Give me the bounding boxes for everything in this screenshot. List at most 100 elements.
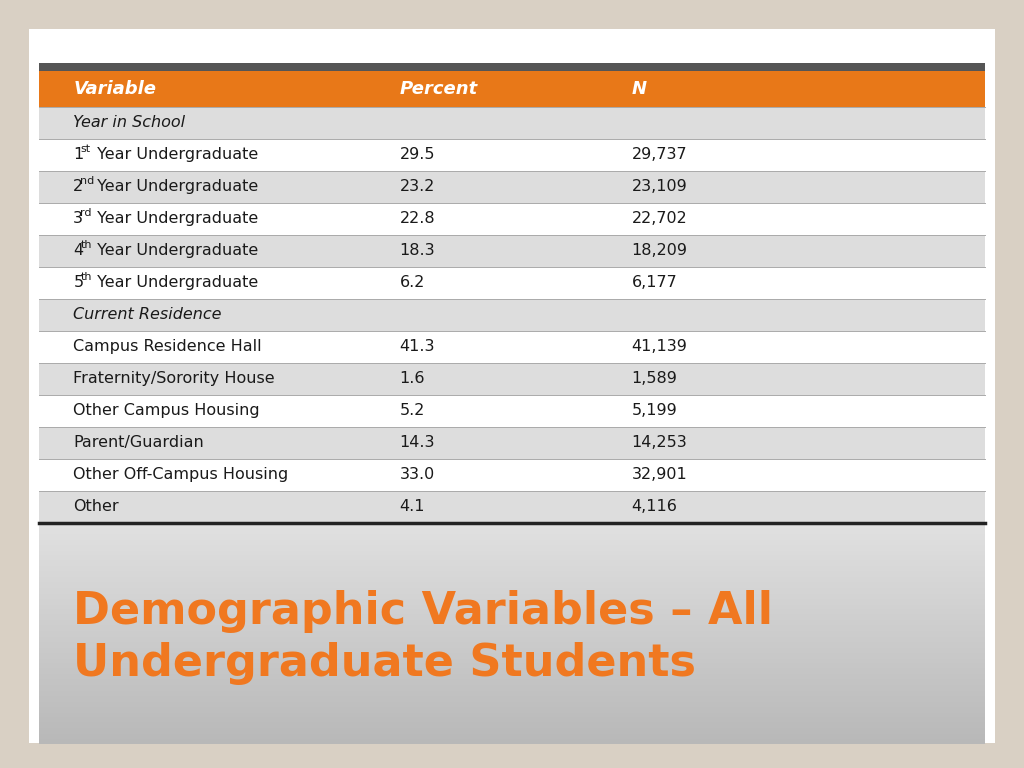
Bar	[39, 629, 985, 631]
Bar	[39, 733, 985, 734]
Text: Other: Other	[74, 499, 119, 515]
Text: Other Off-Campus Housing: Other Off-Campus Housing	[74, 468, 289, 482]
Bar	[39, 528, 985, 531]
Bar	[39, 643, 985, 645]
Bar	[39, 559, 985, 561]
Bar	[39, 693, 985, 695]
Bar	[39, 654, 985, 656]
Bar	[39, 728, 985, 730]
Bar	[39, 582, 985, 584]
Bar	[39, 624, 985, 627]
Bar	[39, 576, 985, 578]
Text: Fraternity/Sorority House: Fraternity/Sorority House	[74, 372, 274, 386]
Text: th: th	[81, 240, 92, 250]
Bar	[39, 573, 985, 574]
Bar	[39, 690, 985, 691]
Bar	[39, 740, 985, 742]
Bar	[39, 737, 985, 739]
Bar	[39, 599, 985, 601]
Bar	[39, 723, 985, 724]
Bar	[39, 723, 985, 726]
Bar	[39, 530, 985, 531]
Bar	[39, 299, 985, 331]
Text: 1,589: 1,589	[632, 372, 678, 386]
Bar	[39, 491, 985, 523]
Bar	[39, 107, 985, 139]
Bar	[39, 574, 985, 576]
Bar	[39, 533, 985, 535]
Bar	[39, 647, 985, 648]
Text: Campus Residence Hall: Campus Residence Hall	[74, 339, 262, 355]
Text: 41.3: 41.3	[399, 339, 435, 355]
Bar	[39, 700, 985, 701]
Bar	[39, 594, 985, 597]
Bar	[39, 642, 985, 644]
Bar	[39, 524, 985, 526]
Bar	[39, 684, 985, 686]
Bar	[39, 581, 985, 584]
Text: 4: 4	[74, 243, 83, 259]
Bar	[39, 640, 985, 642]
Bar	[39, 549, 985, 551]
Bar	[39, 660, 985, 662]
Text: 18.3: 18.3	[399, 243, 435, 259]
Bar	[39, 543, 985, 545]
Bar	[39, 536, 985, 538]
Bar	[39, 727, 985, 729]
Bar	[39, 566, 985, 568]
Bar	[39, 607, 985, 610]
Bar	[39, 657, 985, 658]
Text: Year Undergraduate: Year Undergraduate	[92, 243, 258, 259]
Bar	[39, 641, 985, 643]
Bar	[39, 621, 985, 623]
Bar	[39, 609, 985, 611]
Text: Year Undergraduate: Year Undergraduate	[92, 276, 258, 290]
Bar	[39, 697, 985, 699]
Bar	[39, 725, 985, 727]
Bar	[39, 635, 985, 637]
Bar	[39, 427, 985, 459]
Text: Current Residence: Current Residence	[74, 307, 222, 323]
Bar	[39, 716, 985, 718]
Bar	[39, 568, 985, 571]
Bar	[39, 622, 985, 624]
Bar	[39, 662, 985, 664]
Bar	[39, 601, 985, 604]
Bar	[39, 602, 985, 604]
Bar	[39, 730, 985, 733]
Bar	[39, 557, 985, 559]
Bar	[39, 528, 985, 529]
Bar	[39, 581, 985, 582]
Bar	[39, 592, 985, 594]
Text: Year Undergraduate: Year Undergraduate	[92, 211, 258, 227]
Bar	[39, 600, 985, 602]
Text: 4,116: 4,116	[632, 499, 678, 515]
Bar	[39, 584, 985, 586]
Bar	[39, 577, 985, 579]
Bar	[39, 596, 985, 598]
Text: 5.2: 5.2	[399, 403, 425, 419]
Bar	[39, 735, 985, 737]
Bar	[39, 670, 985, 673]
Text: 22.8: 22.8	[399, 211, 435, 227]
Bar	[39, 652, 985, 654]
Bar	[39, 624, 985, 625]
Bar	[39, 660, 985, 663]
Text: Other Campus Housing: Other Campus Housing	[74, 403, 260, 419]
Text: Year Undergraduate: Year Undergraduate	[92, 147, 258, 163]
Bar	[39, 680, 985, 681]
Bar	[39, 459, 985, 491]
Bar	[39, 632, 985, 634]
Text: 29,737: 29,737	[632, 147, 687, 163]
Bar	[39, 683, 985, 685]
Bar	[39, 589, 985, 591]
Bar	[39, 719, 985, 721]
Bar	[39, 686, 985, 688]
Bar	[39, 706, 985, 708]
Bar	[39, 664, 985, 666]
Bar	[39, 526, 985, 528]
Text: 5,199: 5,199	[632, 403, 677, 419]
Bar	[39, 634, 985, 637]
Bar	[39, 633, 985, 635]
Bar	[39, 676, 985, 678]
